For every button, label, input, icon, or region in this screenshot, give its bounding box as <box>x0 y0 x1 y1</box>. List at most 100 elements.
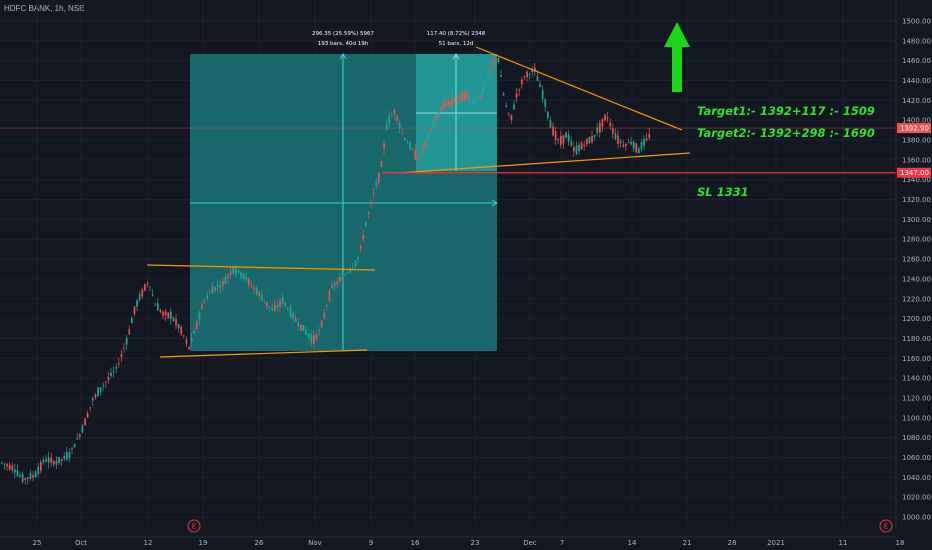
x-tick-label: 21 <box>683 539 692 547</box>
candle-body <box>68 452 71 459</box>
y-tick-label: 1400.00 <box>902 117 931 125</box>
candle-body <box>450 98 453 106</box>
candle-body <box>328 290 331 301</box>
x-tick-label: 16 <box>411 539 420 547</box>
candle-body <box>81 425 84 432</box>
candle-body <box>55 460 58 465</box>
y-tick-label: 1000.00 <box>902 514 931 522</box>
candle-body <box>422 149 424 151</box>
candle-body <box>497 58 500 62</box>
x-tick-label: 25 <box>33 539 42 547</box>
candle-body <box>523 76 526 78</box>
candle-body <box>380 161 383 167</box>
target2-label: Target2:- 1392+298 :- 1690 <box>697 126 875 140</box>
y-tick-label: 1040.00 <box>902 474 931 482</box>
candle-body <box>510 114 513 120</box>
candle-body <box>354 260 357 266</box>
candle-body <box>261 294 263 301</box>
candle-body <box>214 286 216 291</box>
candle-body <box>580 142 583 150</box>
trendline-upper-1 <box>146 264 376 271</box>
candle-body <box>255 288 258 295</box>
candle-body <box>599 122 601 133</box>
candle-body <box>149 286 151 288</box>
y-tick-label: 1320.00 <box>902 196 931 204</box>
candle-body <box>315 333 318 340</box>
candle-body <box>237 270 240 273</box>
candle-body <box>539 84 541 87</box>
candle-body <box>406 142 409 144</box>
y-tick-label: 1080.00 <box>902 434 931 442</box>
candle-body <box>435 115 437 121</box>
y-tick-label: 1200.00 <box>902 315 931 323</box>
candle-body <box>32 475 34 478</box>
candle-body <box>196 321 198 330</box>
candle-body <box>437 112 440 118</box>
candle-body <box>107 377 110 381</box>
y-tick-label: 1300.00 <box>902 216 931 224</box>
candle-body <box>562 135 565 144</box>
y-tick-label: 1020.00 <box>902 494 931 502</box>
candle-body <box>53 461 55 465</box>
candle-body <box>167 312 170 318</box>
candle-body <box>6 464 8 467</box>
candle-body <box>570 141 573 146</box>
candle-body <box>136 300 138 307</box>
candle-body <box>619 141 622 144</box>
candle-body <box>29 472 32 480</box>
candle-body <box>349 268 352 273</box>
x-tick-label: 2021 <box>767 539 785 547</box>
candle-body <box>323 313 326 318</box>
candle-body <box>183 335 185 337</box>
candle-body <box>198 312 201 320</box>
candle-body <box>417 157 419 159</box>
candle-body <box>89 407 92 409</box>
candle-body <box>281 296 284 304</box>
candle-body <box>526 71 528 78</box>
candle-body <box>453 99 456 103</box>
candle-body <box>94 394 97 398</box>
candle-body <box>224 276 227 285</box>
y-tick-label: 1260.00 <box>902 256 931 264</box>
candle-body <box>300 324 302 330</box>
measure-label-1a: 296.35 (25.59%) 5967 <box>312 31 375 37</box>
candle-body <box>474 99 476 105</box>
candle-body <box>232 266 235 274</box>
candle-body <box>66 452 68 460</box>
candle-body <box>21 473 24 482</box>
candle-body <box>112 371 115 373</box>
y-tick-label: 1360.00 <box>902 156 931 164</box>
candle-body <box>336 281 339 285</box>
candle-body <box>362 235 365 240</box>
candle-body <box>294 318 297 322</box>
candle-body <box>162 311 164 316</box>
candle-body <box>583 144 586 146</box>
y-tick-label: 1120.00 <box>902 395 931 403</box>
candle-body <box>42 459 45 463</box>
candle-body <box>378 172 380 183</box>
candle-body <box>63 456 66 459</box>
candle-body <box>531 70 534 73</box>
candle-body <box>396 115 398 121</box>
candle-body <box>557 139 560 141</box>
candle-body <box>193 330 196 334</box>
candle-body <box>240 272 242 278</box>
candle-body <box>604 114 606 121</box>
trendlines <box>0 22 896 358</box>
event-marker-label: E <box>192 523 196 531</box>
candle-body <box>271 308 274 311</box>
candle-body <box>573 147 575 152</box>
candle-body <box>625 143 627 147</box>
candle-body <box>567 134 570 142</box>
candle-body <box>318 329 320 332</box>
candle-body <box>482 88 484 95</box>
candle-body <box>627 142 630 143</box>
candle-body <box>424 141 427 146</box>
y-tick-label: 1140.00 <box>902 375 931 383</box>
candle-body <box>458 95 461 98</box>
candle-body <box>180 327 183 335</box>
current-price-tag-bg <box>897 123 931 134</box>
trendline-upper-2 <box>475 46 683 131</box>
